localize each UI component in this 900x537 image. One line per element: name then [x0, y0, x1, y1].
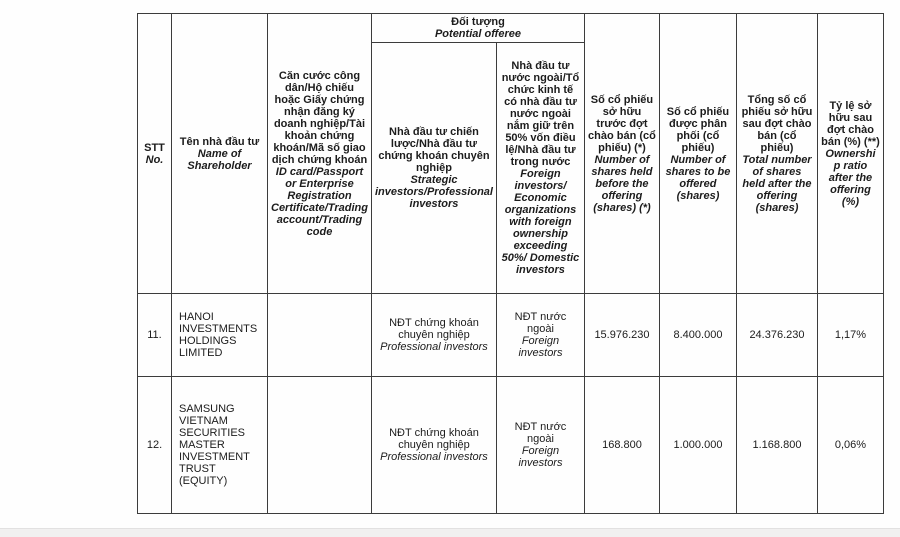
header-shareholder-name-vi: Tên nhà đầu tư — [179, 135, 260, 148]
table-row: 11. HANOI INVESTMENTS HOLDINGS LIMITED N… — [137, 293, 884, 377]
header-shareholder-name-en: Name of Shareholder — [187, 147, 252, 172]
row11-shareholder-name: HANOI INVESTMENTS HOLDINGS LIMITED — [171, 293, 268, 377]
header-foreign-investors: Nhà đầu tư nước ngoài/Tổ chức kinh tế có… — [495, 42, 585, 294]
header-shares-after-vi: Tổng số cổ phiếu sở hữu sau đợt chào bán… — [741, 93, 813, 154]
header-shares-after-en: Total number of shares held after the of… — [742, 153, 812, 214]
row11-shares-after: 24.376.230 — [735, 293, 818, 377]
row11-no: 11. — [137, 293, 172, 377]
header-stt: STT No. — [137, 13, 172, 294]
header-shares-offered-vi: Số cổ phiếu được phân phối (cổ phiếu) — [666, 105, 730, 154]
row12-shareholder-name: SAMSUNG VIETNAM SECURITIES MASTER INVEST… — [171, 376, 268, 514]
header-shares-before-en: Number of shares held before the offerin… — [591, 153, 653, 214]
header-shares-after: Tổng số cổ phiếu sở hữu sau đợt chào bán… — [735, 13, 818, 294]
header-ratio-after-en: Ownershi p ratio after the offering (%) — [825, 147, 876, 208]
header-offeree-group: Đối tượng Potential offeree — [370, 13, 585, 43]
row12-investor-origin: NĐT nước ngoài Foreign investors — [495, 376, 585, 514]
header-stt-vi: STT — [144, 141, 165, 154]
row11-investor-origin-vi: NĐT nước ngoài — [514, 311, 567, 335]
row12-investor-type-en: Professional investors — [380, 451, 488, 463]
row12-investor-type: NĐT chứng khoán chuyên nghiệp Profession… — [370, 376, 497, 514]
row12-shares-offered: 1.000.000 — [658, 376, 737, 514]
header-shares-offered: Số cổ phiếu được phân phối (cổ phiếu) Nu… — [658, 13, 737, 294]
row12-shares-before: 168.800 — [583, 376, 660, 514]
header-id-document-vi: Căn cước công dân/Hộ chiếu hoặc Giấy chứ… — [271, 69, 368, 166]
header-ratio-after: Tỷ lệ sở hữu sau đợt chào bán (%) (**) O… — [816, 13, 884, 294]
row12-no: 12. — [137, 376, 172, 514]
row12-id-document — [267, 376, 372, 514]
row11-investor-type-vi: NĐT chứng khoán chuyên nghiệp — [389, 317, 479, 341]
row12-investor-origin-vi: NĐT nước ngoài — [514, 421, 567, 445]
row12-investor-origin-en: Foreign investors — [518, 445, 563, 469]
header-id-document-en: ID card/Passport or Enterprise Registrat… — [271, 165, 368, 238]
table-row: 12. SAMSUNG VIETNAM SECURITIES MASTER IN… — [137, 376, 884, 514]
header-shares-before-vi: Số cổ phiếu sở hữu trước đợt chào bán (c… — [588, 93, 656, 154]
header-shares-before: Số cổ phiếu sở hữu trước đợt chào bán (c… — [583, 13, 660, 294]
header-offeree-group-vi: Đối tượng — [451, 16, 505, 28]
row11-id-document — [267, 293, 372, 377]
row11-investor-origin-en: Foreign investors — [518, 335, 563, 359]
header-strategic-investors-en: Strategic investors/Professional investo… — [374, 174, 493, 210]
header-strategic-investors: Nhà đầu tư chiến lược/Nhà đầu tư chứng k… — [370, 42, 497, 294]
row12-shares-after: 1.168.800 — [735, 376, 818, 514]
row11-ratio-after: 1,17% — [816, 293, 884, 377]
header-shares-offered-en: Number of shares to be offered (shares) — [665, 153, 731, 202]
header-foreign-investors-en: Foreign investors/ Economic organization… — [501, 168, 580, 276]
shareholders-table: STT No. Tên nhà đầu tư Name of Sharehold… — [137, 13, 884, 514]
page-edge-band — [0, 528, 900, 537]
header-offeree-group-en: Potential offeree — [434, 28, 521, 40]
header-stt-en: No. — [145, 153, 164, 166]
header-id-document: Căn cước công dân/Hộ chiếu hoặc Giấy chứ… — [267, 13, 372, 294]
header-foreign-investors-vi: Nhà đầu tư nước ngoài/Tổ chức kinh tế có… — [501, 60, 580, 168]
row11-investor-type-en: Professional investors — [380, 341, 488, 353]
row11-shares-before: 15.976.230 — [583, 293, 660, 377]
header-ratio-after-vi: Tỷ lệ sở hữu sau đợt chào bán (%) (**) — [821, 99, 880, 148]
header-shareholder-name: Tên nhà đầu tư Name of Shareholder — [171, 13, 268, 294]
header-strategic-investors-vi: Nhà đầu tư chiến lược/Nhà đầu tư chứng k… — [378, 126, 490, 174]
row11-shares-offered: 8.400.000 — [658, 293, 737, 377]
row11-investor-origin: NĐT nước ngoài Foreign investors — [495, 293, 585, 377]
row12-ratio-after: 0,06% — [816, 376, 884, 514]
row11-investor-type: NĐT chứng khoán chuyên nghiệp Profession… — [370, 293, 497, 377]
row12-investor-type-vi: NĐT chứng khoán chuyên nghiệp — [389, 427, 479, 451]
